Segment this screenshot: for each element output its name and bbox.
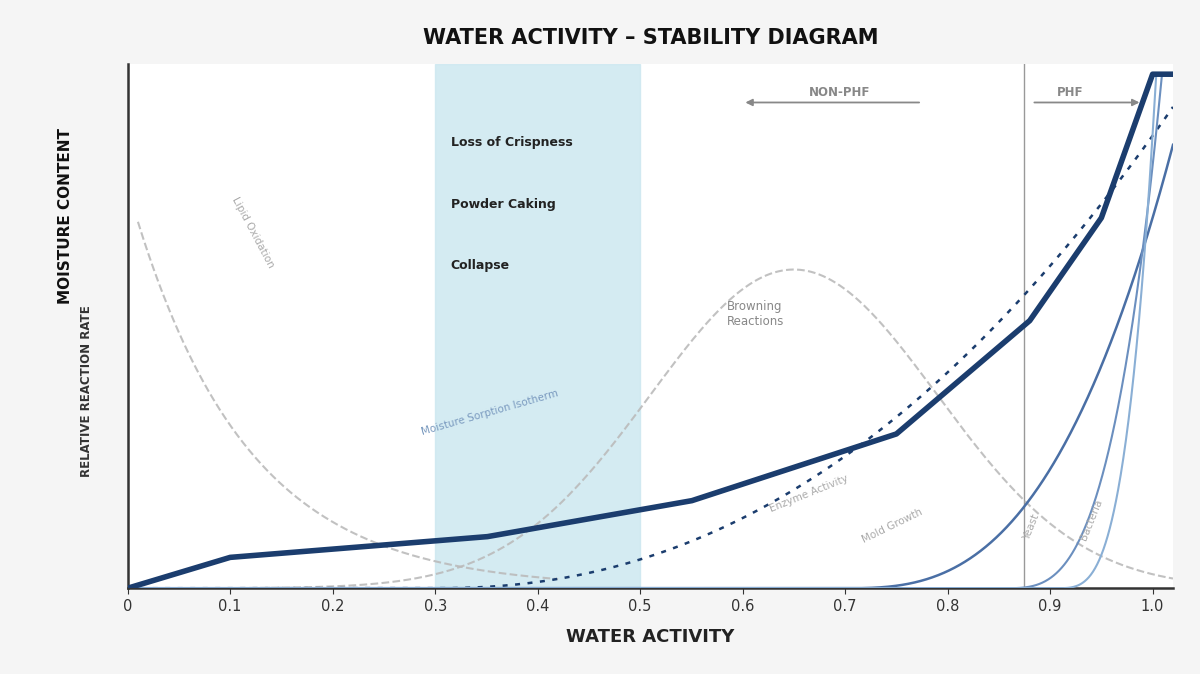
Text: NON-PHF: NON-PHF <box>809 86 871 98</box>
Text: Enzyme Activity: Enzyme Activity <box>768 473 850 514</box>
Text: Yeast: Yeast <box>1021 513 1040 542</box>
X-axis label: WATER ACTIVITY: WATER ACTIVITY <box>566 627 734 646</box>
Text: Lipid Oxidation: Lipid Oxidation <box>230 195 276 270</box>
Text: Collapse: Collapse <box>450 259 510 272</box>
Text: Moisture Sorption Isotherm: Moisture Sorption Isotherm <box>420 388 559 437</box>
Text: Mold Growth: Mold Growth <box>860 507 924 545</box>
Text: Loss of Crispness: Loss of Crispness <box>450 136 572 149</box>
Text: PHF: PHF <box>1057 86 1084 98</box>
Bar <box>436 64 640 588</box>
Text: MOISTURE CONTENT: MOISTURE CONTENT <box>59 127 73 304</box>
Text: RELATIVE REACTION RATE: RELATIVE REACTION RATE <box>80 305 92 477</box>
Text: Browning
Reactions: Browning Reactions <box>727 301 785 328</box>
Text: Bacteria: Bacteria <box>1079 498 1104 542</box>
Text: Powder Caking: Powder Caking <box>450 197 556 210</box>
Title: WATER ACTIVITY – STABILITY DIAGRAM: WATER ACTIVITY – STABILITY DIAGRAM <box>422 28 878 49</box>
